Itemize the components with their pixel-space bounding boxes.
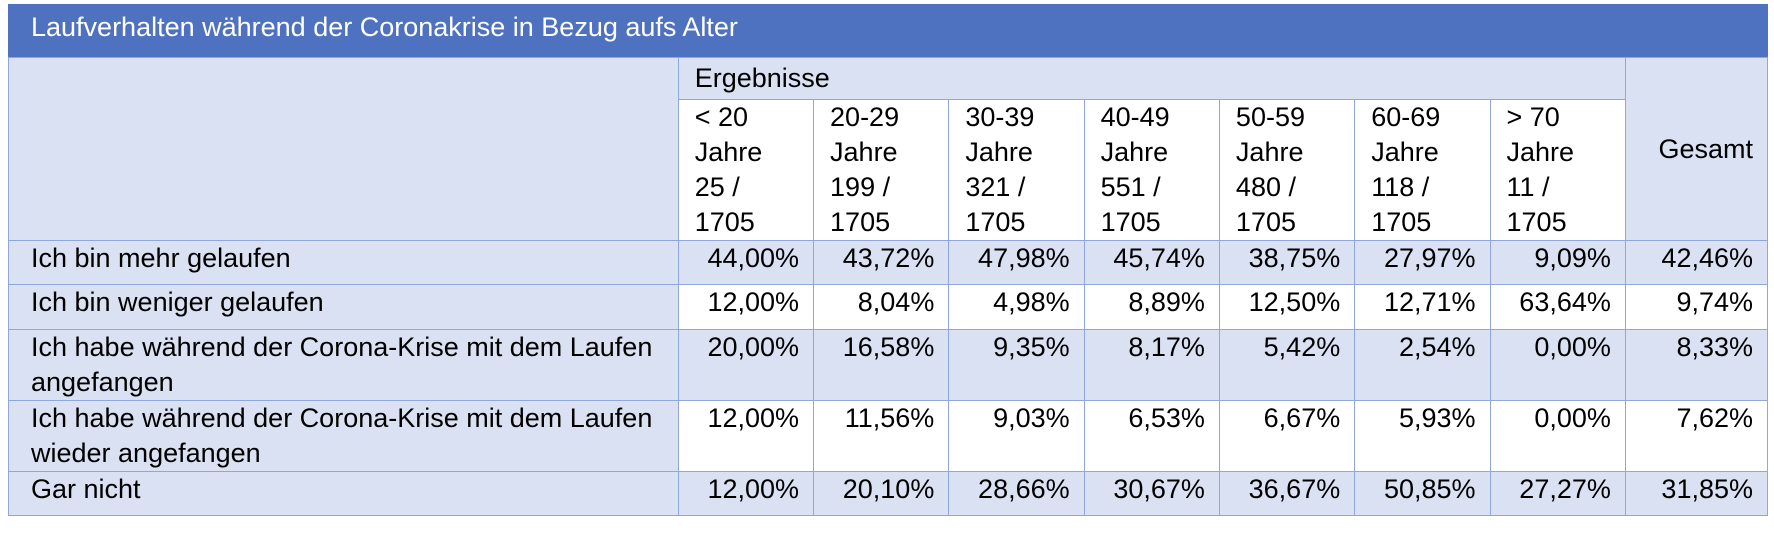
table-cell: 8,17% xyxy=(1083,329,1220,401)
table-row: Gar nicht 12,00% 20,10% 28,66% 30,67% 36… xyxy=(8,471,1769,516)
table-cell: 12,00% xyxy=(677,471,815,516)
table-cell: 2,54% xyxy=(1354,329,1491,401)
column-header: 20-29 Jahre 199 /1705 xyxy=(813,99,950,241)
row-label: Ich bin mehr gelaufen xyxy=(8,240,679,285)
table-cell: 8,04% xyxy=(813,284,950,330)
table-cell: 12,71% xyxy=(1354,284,1491,330)
table-cell: 12,50% xyxy=(1218,284,1356,330)
table-title: Laufverhalten während der Coronakrise in… xyxy=(8,4,1768,57)
table-cell: 20,00% xyxy=(677,329,815,401)
row-label: Ich bin weniger gelaufen xyxy=(8,284,679,330)
table-cell: 8,89% xyxy=(1083,284,1220,330)
row-label: Ich habe während der Corona-Krise mit de… xyxy=(8,329,679,401)
table-cell: 63,64% xyxy=(1489,284,1626,330)
table-cell: 43,72% xyxy=(813,240,950,285)
table-cell: 50,85% xyxy=(1354,471,1491,516)
table-cell: 5,42% xyxy=(1218,329,1356,401)
table-cell: 38,75% xyxy=(1218,240,1356,285)
column-header-gesamt: Gesamt xyxy=(1624,57,1769,241)
column-header: 30-39 Jahre 321 /1705 xyxy=(948,99,1085,241)
table-cell: 12,00% xyxy=(677,284,815,330)
table-cell: 0,00% xyxy=(1489,400,1626,472)
column-header: 60-69 Jahre 118 /1705 xyxy=(1354,99,1491,241)
table-cell-total: 42,46% xyxy=(1624,240,1769,285)
table-cell: 28,66% xyxy=(948,471,1085,516)
table-cell-total: 8,33% xyxy=(1624,329,1769,401)
table-cell: 9,03% xyxy=(948,400,1085,472)
table-cell: 27,97% xyxy=(1354,240,1491,285)
group-header-ergebnisse: Ergebnisse xyxy=(677,57,1626,100)
column-header: 40-49 Jahre 551 /1705 xyxy=(1083,99,1220,241)
table-cell: 16,58% xyxy=(813,329,950,401)
table-row: Ich habe während der Corona-Krise mit de… xyxy=(8,400,1769,472)
table-cell: 30,67% xyxy=(1083,471,1220,516)
row-label: Gar nicht xyxy=(8,471,679,516)
header-row-group: Ergebnisse Gesamt xyxy=(8,57,1769,241)
table-cell: 6,53% xyxy=(1083,400,1220,472)
results-table: Ergebnisse Gesamt < 20 Jahre 25 /1705 20-2… xyxy=(8,57,1769,516)
row-label: Ich habe während der Corona-Krise mit de… xyxy=(8,400,679,472)
column-header: 50-59 Jahre 480 /1705 xyxy=(1218,99,1356,241)
table-cell: 20,10% xyxy=(813,471,950,516)
table-cell-total: 7,62% xyxy=(1624,400,1769,472)
table-cell-total: 31,85% xyxy=(1624,471,1769,516)
table-cell: 44,00% xyxy=(677,240,815,285)
table-row: Ich habe während der Corona-Krise mit de… xyxy=(8,329,1769,401)
table-cell: 47,98% xyxy=(948,240,1085,285)
table-cell: 9,35% xyxy=(948,329,1085,401)
table-cell: 36,67% xyxy=(1218,471,1356,516)
table-cell: 4,98% xyxy=(948,284,1085,330)
table-cell: 6,67% xyxy=(1218,400,1356,472)
table-cell: 27,27% xyxy=(1489,471,1626,516)
table-cell: 0,00% xyxy=(1489,329,1626,401)
table-row: Ich bin weniger gelaufen 12,00% 8,04% 4,… xyxy=(8,284,1769,330)
table-container: Laufverhalten während der Coronakrise in… xyxy=(8,4,1769,516)
table-cell: 45,74% xyxy=(1083,240,1220,285)
table-cell: 12,00% xyxy=(677,400,815,472)
column-header: < 20 Jahre 25 /1705 xyxy=(677,99,815,241)
table-cell: 11,56% xyxy=(813,400,950,472)
empty-corner-cell xyxy=(8,57,679,241)
table-cell-total: 9,74% xyxy=(1624,284,1769,330)
table-cell: 5,93% xyxy=(1354,400,1491,472)
header-row-columns: < 20 Jahre 25 /1705 20-29 Jahre 199 /1705 30… xyxy=(9,99,1768,241)
table-cell: 9,09% xyxy=(1489,240,1626,285)
table-row: Ich bin mehr gelaufen 44,00% 43,72% 47,9… xyxy=(8,240,1769,285)
column-header: > 70 Jahre 11 /1705 xyxy=(1489,99,1626,241)
